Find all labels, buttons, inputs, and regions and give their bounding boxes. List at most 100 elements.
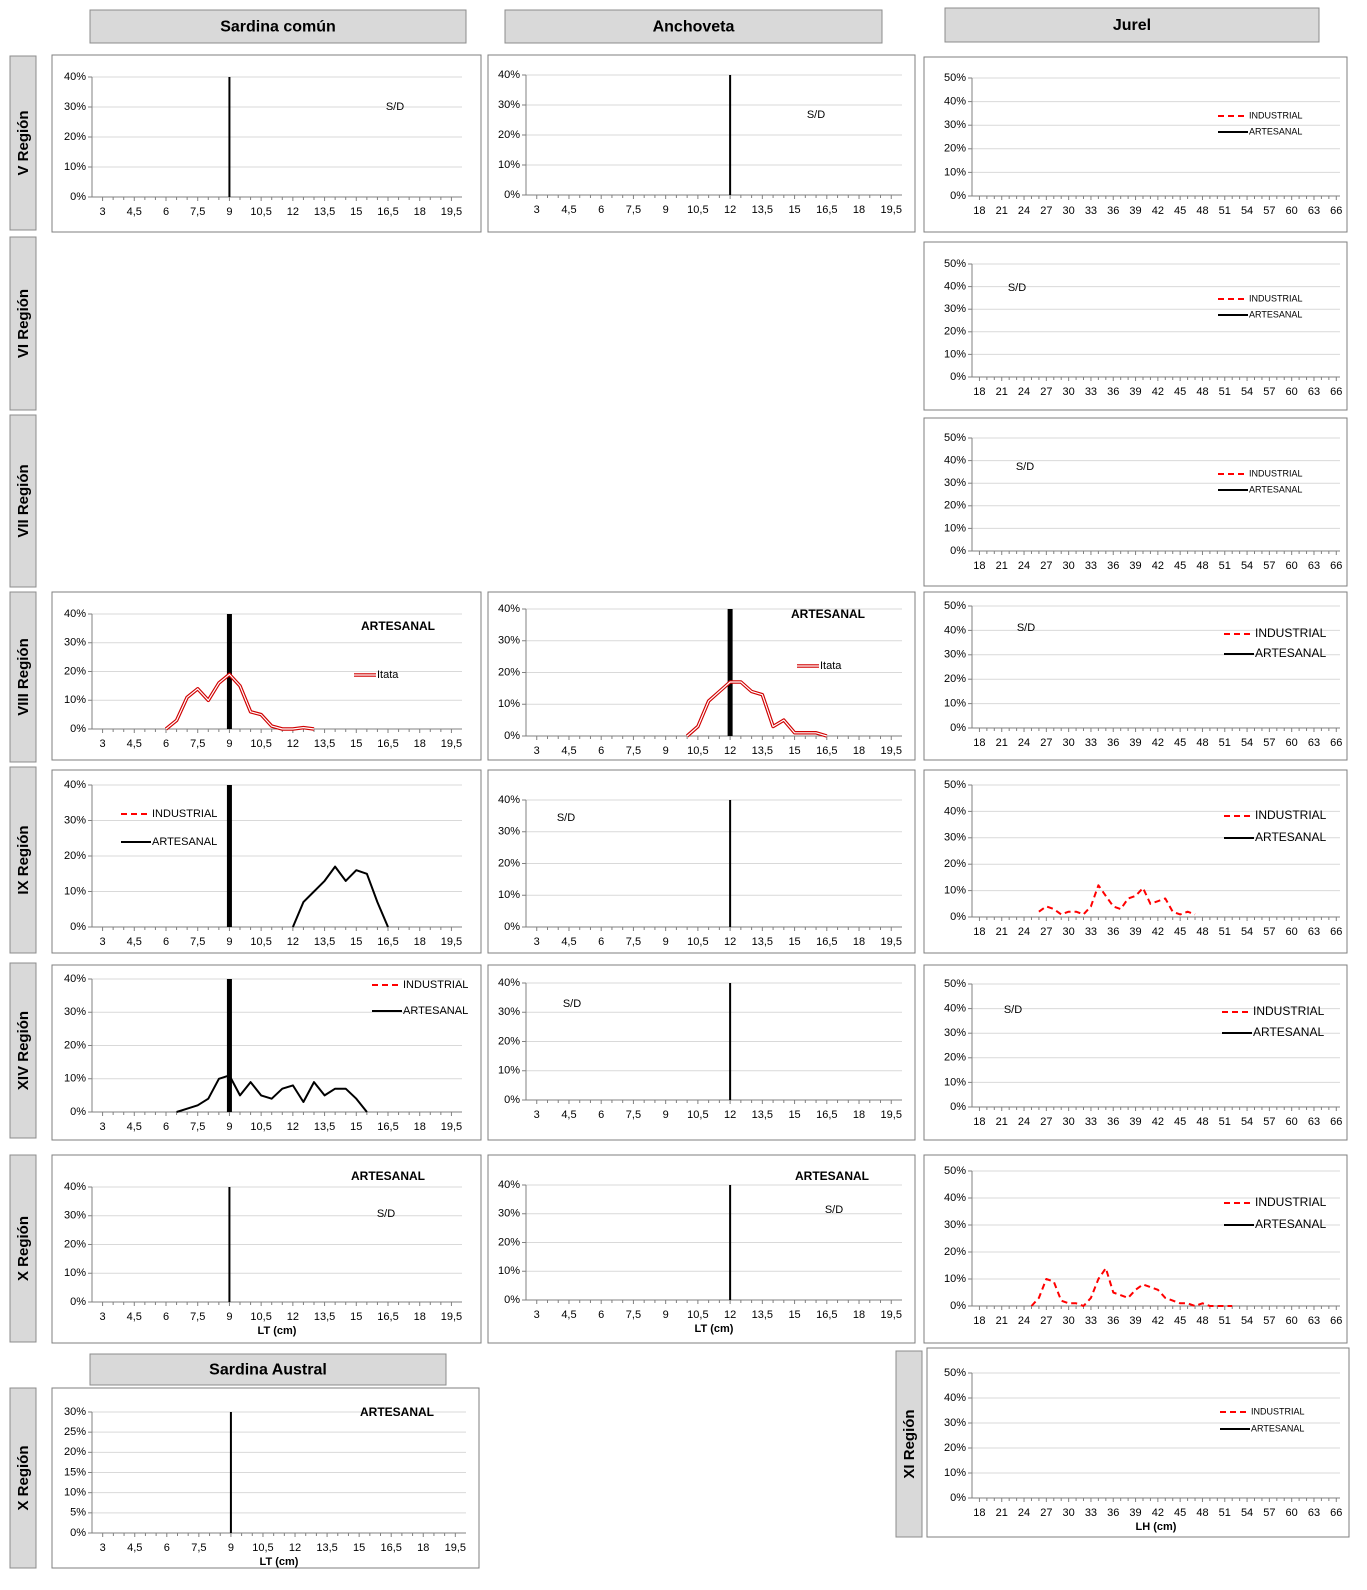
- x-axis-label: LT (cm): [695, 1323, 734, 1335]
- y-tick-label: 10%: [944, 522, 966, 534]
- annotation: S/D: [1017, 622, 1035, 634]
- x-tick-label: 16,5: [377, 738, 398, 750]
- y-tick-label: 30%: [64, 1406, 86, 1418]
- legend-label: INDUSTRIAL: [1253, 1004, 1325, 1018]
- x-tick-label: 39: [1129, 1116, 1141, 1128]
- chart-frame: [487, 591, 916, 761]
- x-tick-label: 16,5: [816, 204, 837, 216]
- y-tick-label: 0%: [70, 1527, 86, 1539]
- chart-frame: [923, 56, 1348, 233]
- chart: 0% 10% 20% 30% 40% 3 4,5 6 7,5 9 10,5 12 13,5 15 16,5 1…: [51, 1154, 482, 1344]
- x-tick-label: 4,5: [127, 1542, 142, 1554]
- x-tick-label: 57: [1263, 1116, 1275, 1128]
- x-tick-label: 4,5: [561, 204, 576, 216]
- x-tick-label: 10,5: [250, 1311, 271, 1323]
- annotation: ARTESANAL: [795, 1169, 869, 1183]
- chart-frame: [923, 591, 1348, 761]
- x-tick-label: 16,5: [816, 1309, 837, 1321]
- y-tick-label: 10%: [498, 889, 520, 901]
- chart-frame: [487, 769, 916, 954]
- y-tick-label: 20%: [64, 850, 86, 862]
- legend-label: ARTESANAL: [1249, 484, 1302, 494]
- legend-label: INDUSTRIAL: [1249, 468, 1303, 478]
- x-tick-label: 7,5: [626, 1109, 641, 1121]
- x-tick-label: 21: [996, 560, 1008, 572]
- y-tick-label: 10%: [64, 1487, 86, 1499]
- column-header-box: [89, 1353, 447, 1386]
- x-tick-label: 12: [724, 204, 736, 216]
- x-tick-label: 33: [1085, 560, 1097, 572]
- x-tick-label: 51: [1219, 1315, 1231, 1327]
- x-tick-label: 39: [1129, 1507, 1141, 1519]
- x-tick-label: 21: [996, 386, 1008, 398]
- y-tick-label: 30%: [944, 119, 966, 131]
- y-tick-label: 20%: [944, 1246, 966, 1258]
- y-tick-label: 10%: [944, 1076, 966, 1088]
- x-tick-label: 18: [414, 738, 426, 750]
- x-tick-label: 63: [1308, 1116, 1320, 1128]
- x-tick-label: 3: [534, 1309, 540, 1321]
- x-tick-label: 36: [1107, 926, 1119, 938]
- x-tick-label: 54: [1241, 1315, 1253, 1327]
- x-tick-label: 33: [1085, 205, 1097, 217]
- x-tick-label: 42: [1152, 1507, 1164, 1519]
- x-tick-label: 15: [788, 936, 800, 948]
- x-tick-label: 13,5: [314, 1121, 335, 1133]
- row-label-box: [9, 591, 37, 763]
- y-tick-label: 40%: [944, 624, 966, 636]
- x-tick-label: 10,5: [250, 206, 271, 218]
- x-tick-label: 45: [1174, 1315, 1186, 1327]
- chart: 0% 10% 20% 30% 40% 50% 18 21 24 27 30 33 36 39 42 45 48 5…: [923, 1154, 1348, 1344]
- x-tick-label: 7,5: [626, 745, 641, 757]
- series-line: [1030, 1267, 1233, 1307]
- chart: 0% 10% 20% 30% 40% 50% 18 21 24 27 30 33 36 39 42 45 48 5…: [923, 964, 1348, 1141]
- y-tick-label: 0%: [950, 371, 966, 383]
- x-tick-label: 3: [100, 936, 106, 948]
- x-tick-label: 36: [1107, 205, 1119, 217]
- x-tick-label: 39: [1129, 737, 1141, 749]
- legend-label: INDUSTRIAL: [403, 979, 468, 991]
- chart-frame: [51, 964, 482, 1141]
- legend-label: ARTESANAL: [1255, 1217, 1326, 1231]
- chart-frame: [51, 1387, 480, 1569]
- y-tick-label: 0%: [504, 1294, 520, 1306]
- x-tick-label: 13,5: [316, 1542, 337, 1554]
- x-tick-label: 18: [853, 1309, 865, 1321]
- y-tick-label: 0%: [950, 1101, 966, 1113]
- x-tick-label: 7,5: [190, 206, 205, 218]
- x-tick-label: 45: [1174, 560, 1186, 572]
- x-tick-label: 51: [1219, 205, 1231, 217]
- y-tick-label: 50%: [944, 600, 966, 612]
- x-tick-label: 7,5: [191, 1542, 206, 1554]
- x-tick-label: 66: [1330, 926, 1342, 938]
- column-header-box: [944, 7, 1320, 43]
- row-label-box: [9, 55, 37, 231]
- x-tick-label: 10,5: [250, 936, 271, 948]
- x-tick-label: 13,5: [752, 204, 773, 216]
- x-tick-label: 4,5: [127, 738, 142, 750]
- x-tick-label: 24: [1018, 1507, 1030, 1519]
- y-tick-label: 20%: [944, 673, 966, 685]
- chart: 0% 5% 10% 15% 20% 25% 30% 3 4,5 6 7,5 9 10,5 12 13,5 15…: [51, 1387, 480, 1569]
- x-tick-label: 3: [100, 1311, 106, 1323]
- annotation: S/D: [807, 109, 825, 121]
- y-tick-label: 30%: [64, 814, 86, 826]
- y-tick-label: 15%: [64, 1466, 86, 1478]
- x-tick-label: 39: [1129, 560, 1141, 572]
- x-tick-label: 4,5: [127, 206, 142, 218]
- x-tick-label: 27: [1040, 737, 1052, 749]
- annotation: ARTESANAL: [351, 1169, 425, 1183]
- x-tick-label: 33: [1085, 1507, 1097, 1519]
- x-tick-label: 9: [226, 206, 232, 218]
- chart-frame: [51, 54, 482, 233]
- y-tick-label: 50%: [944, 258, 966, 270]
- series-line-inner: [686, 681, 827, 737]
- y-tick-label: 10%: [944, 1273, 966, 1285]
- y-tick-label: 40%: [944, 96, 966, 108]
- x-tick-label: 42: [1152, 1116, 1164, 1128]
- x-tick-label: 15: [353, 1542, 365, 1554]
- chart-frame: [923, 417, 1348, 587]
- y-tick-label: 10%: [64, 1073, 86, 1085]
- y-tick-label: 0%: [70, 1296, 86, 1308]
- y-tick-label: 40%: [498, 1179, 520, 1191]
